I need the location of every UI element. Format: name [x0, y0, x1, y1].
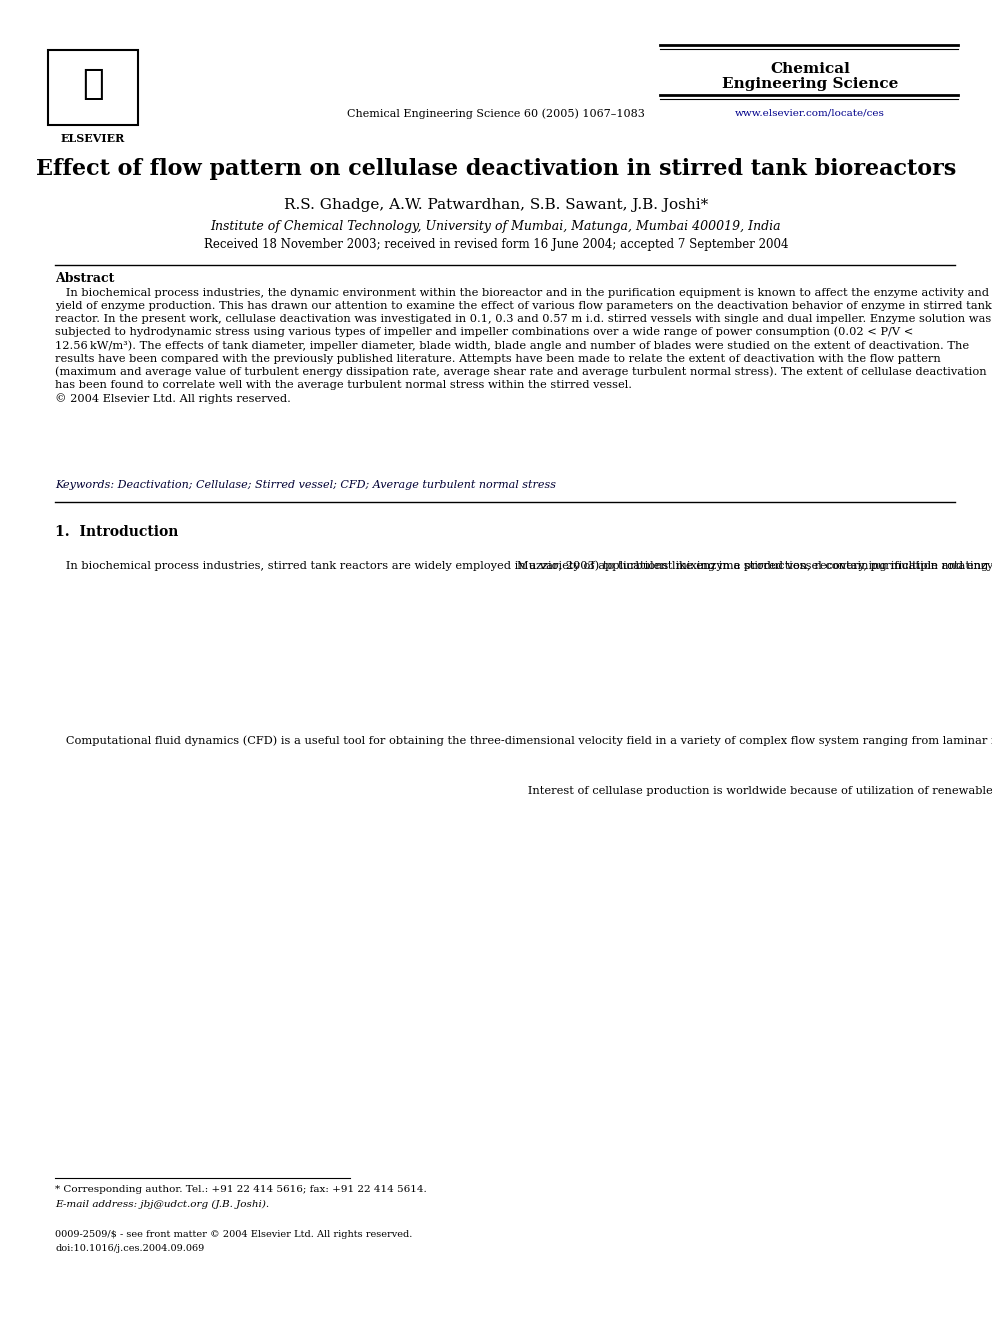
- Text: Abstract: Abstract: [55, 273, 114, 284]
- Text: Institute of Chemical Technology, University of Mumbai, Matunga, Mumbai 400019, : Institute of Chemical Technology, Univer…: [210, 220, 782, 233]
- Text: 1.  Introduction: 1. Introduction: [55, 525, 179, 538]
- Text: Effect of flow pattern on cellulase deactivation in stirred tank bioreactors: Effect of flow pattern on cellulase deac…: [36, 157, 956, 180]
- Text: R.S. Ghadge, A.W. Patwardhan, S.B. Sawant, J.B. Joshi*: R.S. Ghadge, A.W. Patwardhan, S.B. Sawan…: [284, 198, 708, 212]
- Text: Chemical Engineering Science 60 (2005) 1067–1083: Chemical Engineering Science 60 (2005) 1…: [347, 108, 645, 119]
- Text: Chemical: Chemical: [770, 62, 850, 75]
- Text: doi:10.1016/j.ces.2004.09.069: doi:10.1016/j.ces.2004.09.069: [55, 1244, 204, 1253]
- Text: ELSEVIER: ELSEVIER: [61, 134, 125, 144]
- Text: Engineering Science: Engineering Science: [722, 77, 898, 91]
- Text: In biochemical process industries, the dynamic environment within the bioreactor: In biochemical process industries, the d…: [55, 288, 992, 404]
- Text: 0009-2509/$ - see front matter © 2004 Elsevier Ltd. All rights reserved.: 0009-2509/$ - see front matter © 2004 El…: [55, 1230, 413, 1240]
- Text: Received 18 November 2003; received in revised form 16 June 2004; accepted 7 Sep: Received 18 November 2003; received in r…: [203, 238, 789, 251]
- Text: * Corresponding author. Tel.: +91 22 414 5616; fax: +91 22 414 5614.: * Corresponding author. Tel.: +91 22 414…: [55, 1185, 427, 1193]
- Text: In biochemical process industries, stirred tank reactors are widely employed in : In biochemical process industries, stirr…: [55, 560, 992, 570]
- Text: Keywords: Deactivation; Cellulase; Stirred vessel; CFD; Average turbulent normal: Keywords: Deactivation; Cellulase; Stirr…: [55, 480, 556, 490]
- Text: Computational fluid dynamics (CFD) is a useful tool for obtaining the three-dime: Computational fluid dynamics (CFD) is a …: [55, 736, 992, 746]
- Text: E-mail address: jbj@udct.org (J.B. Joshi).: E-mail address: jbj@udct.org (J.B. Joshi…: [55, 1200, 269, 1209]
- Text: Muzzio, 2003) to turbulent mixing in a stirred vessel containing multiple rotati: Muzzio, 2003) to turbulent mixing in a s…: [517, 560, 992, 570]
- Text: www.elsevier.com/locate/ces: www.elsevier.com/locate/ces: [735, 108, 885, 116]
- Bar: [48, 50, 138, 124]
- Text: 🌲: 🌲: [82, 66, 104, 101]
- Text: Interest of cellulase production is worldwide because of utilization of renewabl: Interest of cellulase production is worl…: [517, 785, 992, 795]
